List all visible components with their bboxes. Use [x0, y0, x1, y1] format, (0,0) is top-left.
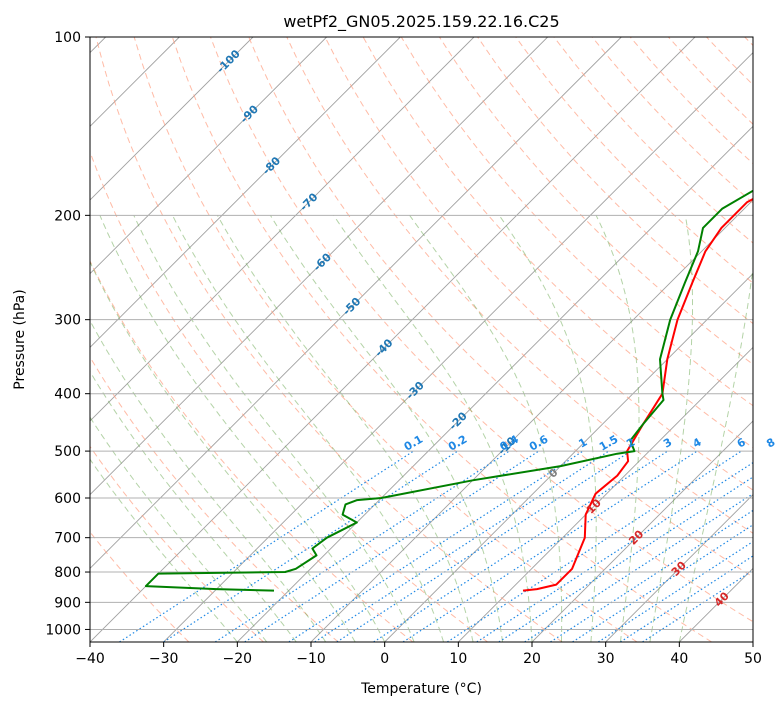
x-tick-label: −20 — [223, 651, 253, 667]
isotherm-line — [90, 37, 327, 275]
isotherm-line — [90, 37, 401, 348]
y-tick-label: 300 — [54, 313, 81, 329]
moist-adiabat — [90, 416, 268, 642]
temperature-line — [522, 197, 753, 592]
dry-adiabat — [324, 37, 753, 491]
moist-adiabat — [172, 215, 445, 642]
y-tick-label: 100 — [54, 30, 81, 46]
x-tick-label: −40 — [75, 651, 105, 667]
isotherm-line — [90, 37, 475, 422]
x-axis-label: Temperature (°C) — [360, 681, 482, 697]
mixing-ratio-line — [476, 461, 753, 642]
dry-adiabat — [95, 37, 563, 642]
mixing-ratio-line — [288, 450, 584, 642]
moist-adiabat — [216, 215, 474, 642]
dewpoint-line — [144, 189, 753, 592]
moist-adiabat — [595, 215, 640, 642]
y-axis-label: Pressure (hPa) — [12, 289, 28, 389]
mixing-ratio-line — [446, 450, 742, 642]
y-tick-label: 500 — [54, 444, 81, 460]
y-tick-label: 600 — [54, 491, 81, 507]
isotherm-line — [531, 420, 753, 642]
x-tick-label: −30 — [149, 651, 179, 667]
moist-adiabat — [99, 215, 386, 642]
dry-adiabat — [90, 445, 264, 642]
dry-adiabat — [515, 37, 753, 284]
dry-adiabat — [171, 37, 712, 642]
isotherm-line — [458, 346, 753, 642]
mixing-ratio-line — [373, 450, 668, 642]
moist-adiabat — [133, 215, 415, 642]
chart-title: wetPf2_GN05.2025.159.22.16.C25 — [283, 12, 559, 32]
x-tick-label: 0 — [380, 651, 389, 667]
y-tick-label: 1000 — [45, 622, 81, 638]
mixing-ratio-line — [244, 450, 540, 642]
moist-adiabat — [90, 370, 297, 642]
y-tick-label: 700 — [54, 531, 81, 547]
isotherm-line — [90, 37, 622, 569]
x-tick-label: 40 — [670, 651, 688, 667]
moist-adiabat — [90, 260, 356, 642]
mixing-ratio-line — [163, 450, 459, 642]
isotherm-line — [163, 52, 753, 642]
y-tick-label: 200 — [54, 208, 81, 224]
mixing-ratio-line — [314, 450, 610, 642]
mixing-ratio-line — [402, 450, 698, 642]
mixing-ratio-line — [119, 450, 414, 642]
moist-adiabat — [90, 319, 327, 642]
mixing-ratio-label: 8 — [764, 436, 775, 451]
dry-adiabat — [210, 37, 753, 623]
x-tick-label: 10 — [449, 651, 467, 667]
isotherm-line — [90, 37, 254, 201]
x-tick-label: −10 — [296, 651, 326, 667]
moist-adiabat — [409, 215, 563, 642]
mixing-ratio-line — [336, 450, 632, 642]
moist-adiabat — [90, 458, 238, 642]
x-tick-label: 50 — [744, 651, 762, 667]
mixing-ratio-line — [498, 476, 753, 642]
y-tick-label: 900 — [54, 595, 81, 611]
dry-adiabat — [90, 356, 339, 642]
isotherm-line — [237, 125, 753, 642]
isotherm-line — [605, 494, 753, 642]
x-tick-label: 20 — [523, 651, 541, 667]
moist-adiabat — [649, 215, 693, 642]
dry-adiabat — [90, 259, 414, 642]
y-tick-label: 400 — [54, 387, 81, 403]
isotherm-line — [384, 273, 753, 642]
moist-adiabat — [269, 215, 503, 642]
isotherm-line — [90, 37, 696, 642]
x-tick-label: 30 — [597, 651, 615, 667]
isotherm-line — [90, 37, 548, 496]
plot-frame — [89, 36, 754, 643]
moist-adiabat — [498, 215, 597, 642]
moist-adiabat — [678, 264, 753, 642]
dry-adiabat — [248, 37, 753, 578]
y-tick-label: 800 — [54, 565, 81, 581]
moist-adiabat — [333, 215, 533, 642]
